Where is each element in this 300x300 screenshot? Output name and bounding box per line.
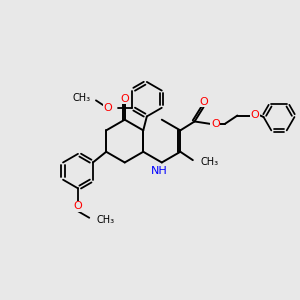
Text: NH: NH [151,166,168,176]
Text: O: O [211,119,220,129]
Text: CH₃: CH₃ [96,214,115,224]
Text: O: O [103,103,112,113]
Text: O: O [74,201,82,211]
Text: CH₃: CH₃ [200,157,219,167]
Text: CH₃: CH₃ [73,93,91,103]
Text: O: O [200,97,208,106]
Text: O: O [251,110,260,120]
Text: O: O [120,94,129,104]
